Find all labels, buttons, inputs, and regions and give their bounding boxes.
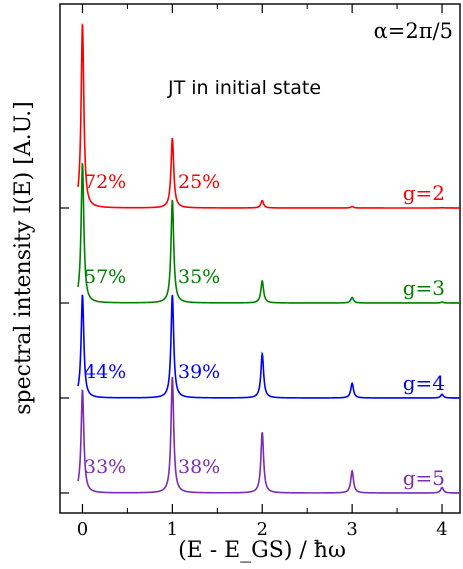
jt-annotation: JT in initial state [167, 77, 321, 99]
spectrum-line-g-5 [77, 376, 460, 494]
alpha-annotation: α=2π/5 [374, 19, 453, 43]
x-tick-label: 4 [436, 519, 447, 540]
x-axis-label: (E - E_GS) / ħω [178, 538, 346, 563]
series-name-label: g=2 [403, 181, 445, 205]
plot-frame [59, 3, 461, 514]
series-name-label: g=5 [403, 466, 445, 490]
x-tick-label: 3 [346, 519, 357, 540]
weight-label: 35% [178, 266, 220, 288]
spectrum-line-g-2 [77, 23, 460, 209]
series-labels: g=2 72% 25% g=3 57% 35% g=4 44% 39% g=5 33% 38% [84, 171, 445, 490]
spectrum-line-g-3 [77, 162, 460, 304]
weight-label: 38% [178, 456, 220, 478]
weight-label: 57% [84, 266, 126, 288]
weight-label: 44% [84, 361, 126, 383]
y-axis-label: spectral intensity I(E) [A.U.] [11, 101, 36, 415]
spectrum-line-g-4 [77, 294, 460, 399]
weight-label: 72% [84, 171, 126, 193]
series-group [77, 23, 460, 494]
weight-label: 25% [178, 171, 220, 193]
weight-label: 33% [84, 456, 126, 478]
x-tick-label: 1 [167, 519, 178, 540]
x-tick-label: 2 [257, 519, 268, 540]
x-tick-label: 0 [77, 519, 88, 540]
series-name-label: g=4 [403, 371, 445, 395]
weight-label: 39% [178, 361, 220, 383]
series-name-label: g=3 [403, 276, 445, 300]
